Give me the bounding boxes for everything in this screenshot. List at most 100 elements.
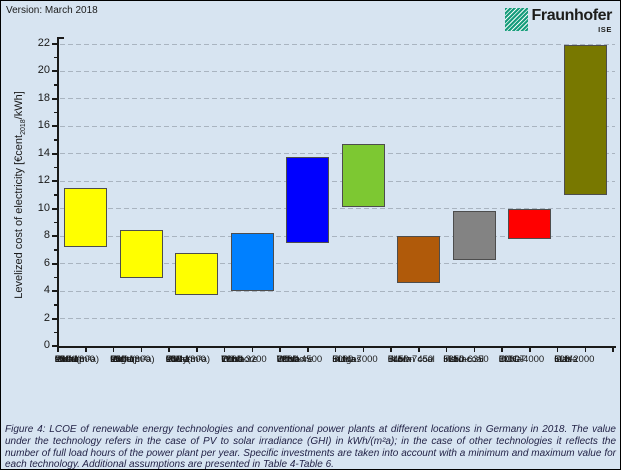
x-axis-line bbox=[56, 346, 616, 348]
y-axis-minor-tick bbox=[54, 249, 58, 251]
version-label: Version: March 2018 bbox=[6, 5, 98, 16]
category-label-line: utility- bbox=[165, 354, 191, 365]
category-label-line: rooftop bbox=[54, 354, 85, 365]
category-label-line: Onshore bbox=[221, 354, 258, 365]
category-label-line: 6450-7450 bbox=[387, 354, 434, 365]
category-label-line: CCGT bbox=[498, 354, 526, 365]
x-axis-tick bbox=[612, 348, 614, 352]
y-axis-line bbox=[56, 37, 59, 350]
category-label-line: in h/a bbox=[276, 354, 300, 365]
y-axis-tick-label: 4 bbox=[43, 284, 50, 297]
y-axis-major-tick bbox=[52, 180, 58, 183]
y-axis-tick-label: 14 bbox=[37, 146, 50, 159]
y-axis-minor-tick bbox=[54, 331, 58, 334]
y-axis-major-tick bbox=[52, 125, 58, 128]
y-axis-minor-tick bbox=[54, 111, 58, 114]
x-axis-tick bbox=[362, 348, 364, 352]
category-label-line: kWh/(m²a) bbox=[165, 354, 211, 365]
y-axis-major-tick bbox=[52, 43, 58, 45]
y-axis-minor-tick bbox=[54, 139, 58, 141]
gridline bbox=[60, 43, 615, 45]
y-axis-minor-tick bbox=[54, 194, 58, 196]
gridline bbox=[60, 180, 615, 182]
gridline bbox=[60, 70, 615, 72]
y-axis-tick-label: 6 bbox=[43, 256, 50, 269]
y-axis-major-tick bbox=[52, 345, 58, 347]
x-axis-tick bbox=[445, 348, 448, 352]
x-axis-tick bbox=[529, 348, 531, 352]
y-axis-minor-tick bbox=[54, 221, 58, 224]
x-axis-tick bbox=[501, 348, 503, 352]
gridline bbox=[60, 98, 615, 100]
y-axis-major-tick bbox=[52, 207, 58, 210]
bar-pv-rooftop-small bbox=[64, 187, 108, 247]
x-axis-tick bbox=[556, 348, 559, 352]
y-axis-tick-label: 8 bbox=[43, 229, 50, 242]
category-label-line: 950-1300 bbox=[54, 354, 95, 365]
category-label-line: 5000-7000 bbox=[332, 354, 378, 365]
gridline bbox=[60, 318, 615, 320]
fraunhofer-logo-text: Fraunhofer ISE bbox=[532, 7, 613, 34]
category-label-line: in h/a bbox=[498, 354, 522, 365]
x-axis-tick bbox=[57, 348, 59, 352]
y-axis-tick-label: 12 bbox=[37, 174, 50, 187]
x-axis-tick bbox=[418, 348, 420, 352]
gridline bbox=[60, 125, 615, 127]
fraunhofer-logo-icon bbox=[504, 8, 528, 31]
category-label-line: FLH bbox=[387, 354, 406, 365]
category-label-line: Biogas bbox=[332, 354, 362, 365]
category-label-line: FLH bbox=[332, 354, 351, 365]
bar-brown-coal bbox=[397, 236, 441, 283]
y-axis-tick-label: 22 bbox=[37, 37, 50, 49]
x-axis-tick bbox=[196, 348, 198, 352]
category-label-line: kWh/(m²a) bbox=[110, 354, 155, 365]
bar-gas bbox=[563, 44, 607, 195]
category-label-line: Wind bbox=[276, 354, 299, 365]
category-label-line: rooftop bbox=[110, 354, 140, 365]
category-label-line: GHI in bbox=[54, 354, 82, 365]
x-axis-tick bbox=[334, 348, 337, 352]
category-label-line: 3200-4500 bbox=[276, 354, 323, 365]
gridline bbox=[60, 153, 615, 155]
y-axis-major-tick bbox=[52, 97, 58, 100]
category-label-line: PV bbox=[54, 354, 68, 365]
category-label-line: small bbox=[54, 354, 77, 365]
category-label-line: 950-1300 bbox=[110, 354, 151, 365]
category-label-line: kWh/(m²a) bbox=[54, 354, 100, 365]
gridline bbox=[60, 208, 615, 210]
x-axis-tick bbox=[279, 348, 281, 352]
y-axis-tick-label: 10 bbox=[37, 201, 50, 214]
category-label-line: Wind bbox=[221, 354, 243, 365]
gridline bbox=[60, 263, 615, 265]
y-axis-tick-label: 16 bbox=[37, 119, 50, 132]
y-axis-minor-tick bbox=[54, 166, 58, 169]
bar-pv-utility-scale bbox=[175, 253, 219, 296]
y-axis-minor-tick bbox=[54, 276, 58, 279]
category-label-line: large bbox=[110, 354, 132, 365]
x-axis-tick bbox=[584, 348, 586, 352]
y-axis-minor-tick bbox=[54, 84, 58, 86]
category-label-line: in h/a bbox=[332, 354, 356, 365]
x-axis-tick bbox=[251, 348, 253, 352]
category-label-line: Offshore bbox=[276, 354, 314, 365]
category-label-line: FLH bbox=[443, 354, 462, 365]
category-label-line: FLH bbox=[221, 354, 240, 365]
category-label-line: FLH bbox=[498, 354, 517, 365]
category-label-line: FLH bbox=[554, 354, 573, 365]
bar-wind-offshore bbox=[286, 156, 330, 244]
category-label-line: GHI in bbox=[110, 354, 138, 365]
category-label-line: scale bbox=[165, 354, 188, 365]
bar-ccgt bbox=[508, 209, 552, 240]
x-axis-tick bbox=[307, 348, 309, 352]
x-axis-tick bbox=[168, 348, 170, 352]
gridline bbox=[60, 290, 615, 292]
y-axis-major-tick bbox=[52, 317, 58, 320]
y-axis-major-tick bbox=[52, 235, 58, 238]
category-label-line: PV bbox=[165, 354, 179, 365]
category-label-line: FLH bbox=[276, 354, 295, 365]
category-label-line: Hard coal bbox=[443, 354, 484, 365]
fraunhofer-institute-text: ISE bbox=[598, 25, 612, 34]
x-axis-tick bbox=[140, 348, 142, 352]
